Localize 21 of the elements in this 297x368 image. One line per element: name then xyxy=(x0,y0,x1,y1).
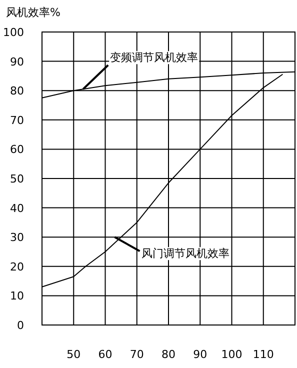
y-tick-label: 20 xyxy=(10,260,24,274)
y-tick-label: 30 xyxy=(10,231,24,244)
y-tick-label: 40 xyxy=(10,202,24,215)
y-tick-label: 80 xyxy=(10,84,24,98)
x-tick-label: 70 xyxy=(130,348,144,361)
y-tick-label: 50 xyxy=(10,172,24,186)
y-axis-title: 风机效率% xyxy=(6,6,60,19)
x-tick-label: 90 xyxy=(193,348,208,361)
x-tick-label: 60 xyxy=(98,348,112,361)
x-tick-label: 80 xyxy=(162,348,176,361)
x-tick-label: 110 xyxy=(252,348,274,361)
annotation: 变频调节风机效率 xyxy=(110,51,198,64)
y-tick-label: 60 xyxy=(10,143,24,156)
y-tick-label: 90 xyxy=(10,55,24,68)
x-tick-label: 100 xyxy=(221,348,242,361)
y-tick-label: 10 xyxy=(10,290,24,303)
y-tick-label: 70 xyxy=(10,114,24,127)
y-tick-label: 0 xyxy=(17,319,24,332)
y-tick-label: 100 xyxy=(3,26,24,39)
annotation: 风门调节风机效率 xyxy=(142,247,230,260)
x-tick-label: 50 xyxy=(66,348,81,361)
